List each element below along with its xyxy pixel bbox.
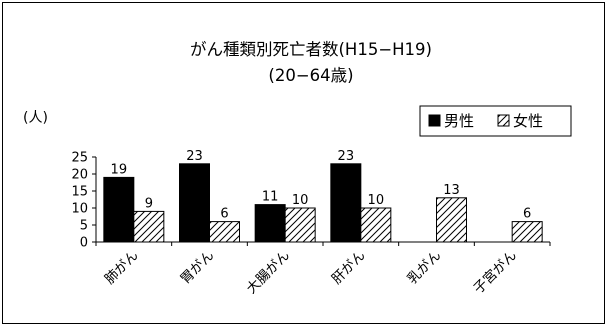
bar-female (511, 221, 543, 243)
bars: 19 9 23 6 11 10 23 10 13 6 (103, 149, 543, 243)
bar-female (436, 197, 467, 243)
data-label: 11 (262, 190, 279, 205)
category-label: 肺がん (102, 248, 142, 288)
bar-male (330, 163, 362, 243)
bar-chart: がん種類別死亡者数(H15−H19) (20−64歳) (人) 男性 女性 0 5… (23, 40, 572, 297)
bar-male (179, 163, 210, 243)
data-label: 10 (292, 193, 309, 208)
category-label: 子宮がん (470, 248, 519, 297)
bar-female (360, 207, 392, 243)
legend-label-male: 男性 (444, 112, 474, 130)
bar-female (209, 221, 240, 243)
y-tick-label: 0 (80, 236, 88, 251)
data-label: 6 (523, 207, 531, 222)
data-label: 19 (111, 162, 128, 177)
data-label: 6 (220, 207, 228, 222)
chart-frame: がん種類別死亡者数(H15−H19) (20−64歳) (人) 男性 女性 0 5… (2, 2, 605, 324)
category-labels: 肺がん 胃がん 大腸がん 肝がん 乳がん 子宮がん (102, 248, 520, 297)
bar-female (133, 210, 165, 243)
chart-title: がん種類別死亡者数(H15−H19) (190, 40, 432, 59)
bar-male (103, 176, 135, 243)
bar-female (284, 207, 316, 243)
data-label: 23 (338, 149, 355, 164)
y-tick-label: 10 (71, 202, 88, 217)
legend-swatch-male (428, 114, 441, 127)
category-label: 肝がん (329, 248, 369, 288)
data-label: 23 (186, 149, 203, 164)
data-label: 13 (443, 183, 460, 198)
legend: 男性 女性 (419, 105, 572, 137)
legend-label-female: 女性 (513, 112, 543, 130)
y-tick-label: 5 (80, 219, 88, 234)
y-axis-unit-label: (人) (23, 110, 48, 126)
category-label: 大腸がん (243, 248, 292, 297)
data-label: 10 (368, 193, 385, 208)
chart-subtitle: (20−64歳) (268, 66, 353, 85)
legend-border (419, 105, 572, 137)
bar-male (254, 204, 286, 243)
category-label: 乳がん (404, 248, 444, 288)
category-label: 胃がん (177, 248, 217, 288)
y-tick-label: 20 (71, 168, 88, 183)
y-tick-label: 15 (71, 185, 88, 200)
legend-swatch-female (497, 114, 510, 127)
axes: 0 5 10 15 20 25 (71, 151, 551, 251)
data-label: 9 (145, 196, 153, 211)
y-tick-label: 25 (71, 151, 88, 166)
